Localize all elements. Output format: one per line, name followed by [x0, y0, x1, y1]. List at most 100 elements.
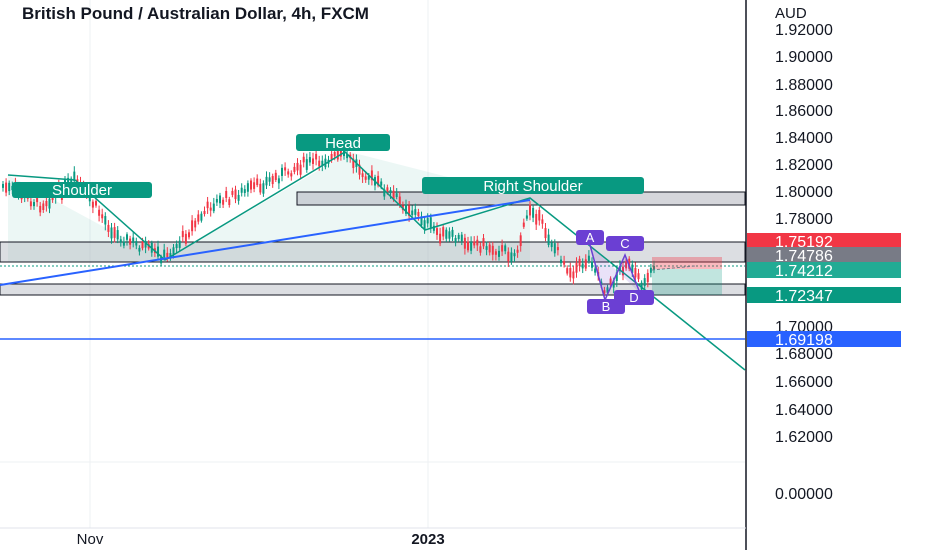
price-badge-bg — [747, 331, 901, 347]
price-badge-bg — [747, 262, 901, 278]
candle-body — [132, 237, 135, 243]
candle-body — [594, 268, 597, 273]
candle-body — [395, 193, 398, 197]
candle-body — [426, 218, 429, 224]
candle-body — [281, 167, 283, 176]
candle-body — [250, 180, 252, 190]
candle-body — [550, 242, 553, 248]
candle-body — [569, 268, 572, 278]
head-shoulders-fill — [8, 152, 530, 262]
candle-body — [231, 190, 234, 195]
candle-body — [622, 266, 624, 276]
candle-body — [42, 203, 45, 210]
candle-body — [343, 146, 345, 157]
candle-body — [101, 214, 104, 219]
candle-body — [653, 265, 655, 270]
candle-body — [553, 243, 556, 254]
candle-body — [181, 231, 184, 238]
candle-body — [398, 196, 401, 205]
candle-body — [516, 249, 519, 253]
candle-body — [370, 170, 373, 181]
harmonic-line — [589, 244, 641, 303]
candle-body — [445, 229, 448, 239]
candle-body — [284, 167, 287, 171]
candle-body — [510, 252, 513, 262]
candle-body — [160, 257, 163, 264]
candle-body — [457, 234, 460, 240]
price-tick-label: 1.78000 — [775, 211, 833, 228]
candle-body — [318, 160, 321, 167]
candle-body — [39, 205, 42, 213]
candle-body — [293, 166, 296, 172]
candle-body — [271, 176, 274, 185]
candle-body — [212, 203, 215, 212]
candle-body — [556, 247, 559, 251]
candle-body — [113, 227, 116, 238]
candle-body — [95, 201, 97, 206]
candle-body — [296, 162, 299, 171]
price-tick-label: 1.90000 — [775, 49, 833, 66]
candle-body — [191, 220, 194, 232]
candle-body — [491, 245, 494, 255]
candle-body — [209, 207, 212, 211]
price-badge-value: 1.69198 — [775, 332, 833, 349]
candle-body — [535, 213, 538, 225]
candle-body — [612, 280, 615, 288]
candle-body — [107, 224, 110, 232]
left-shoulder-label: Shoulder — [12, 182, 152, 199]
candle-body — [377, 175, 380, 186]
candle-body — [513, 253, 516, 257]
candle-body — [163, 249, 166, 258]
candle-body — [290, 173, 293, 177]
candle-body — [287, 171, 290, 175]
candle-body — [547, 234, 550, 245]
candle-body — [73, 171, 76, 182]
harmonic-point-c: C — [606, 236, 644, 251]
candle-body — [566, 268, 569, 274]
candle-body — [8, 182, 11, 192]
harmonic-point-a: A — [576, 230, 604, 245]
candle-body — [336, 150, 339, 160]
candle-body — [405, 204, 407, 214]
candle-body — [587, 255, 590, 261]
candle-body — [234, 189, 237, 200]
candle-body — [414, 209, 417, 215]
candle-body — [206, 201, 209, 209]
candle-body — [383, 189, 386, 197]
candle-body — [389, 190, 392, 194]
price-tick-label: 0.00000 — [775, 486, 833, 503]
candle-body — [634, 268, 637, 278]
candle-body — [615, 272, 618, 282]
candle-body — [563, 261, 566, 265]
price-tick-label: 1.92000 — [775, 22, 833, 39]
price-tick-label: 1.64000 — [775, 402, 833, 419]
candle-body — [498, 250, 500, 257]
candle-body — [525, 215, 528, 219]
candle-body — [88, 195, 91, 202]
candle-body — [609, 278, 612, 285]
candle-body — [70, 178, 73, 183]
candle-body — [277, 178, 280, 184]
price-tick-label: 1.82000 — [775, 157, 833, 174]
candle-body — [423, 220, 426, 230]
candle-body — [442, 227, 445, 237]
candle-body — [157, 246, 159, 257]
price-badge-bg — [747, 287, 901, 303]
candle-body — [312, 158, 314, 164]
candle-body — [219, 195, 221, 204]
candle-body — [262, 183, 265, 194]
candle-body — [122, 241, 125, 246]
candle-body — [172, 247, 175, 256]
position-reward-box — [652, 269, 722, 295]
candle-body — [333, 152, 336, 157]
candle-body — [129, 238, 132, 245]
candle-body — [408, 205, 411, 217]
candle-body — [352, 158, 355, 168]
candle-body — [470, 241, 473, 251]
candle-body — [33, 202, 35, 207]
candle-body — [240, 187, 243, 193]
candle-body — [600, 281, 603, 286]
candle-body — [591, 261, 593, 268]
